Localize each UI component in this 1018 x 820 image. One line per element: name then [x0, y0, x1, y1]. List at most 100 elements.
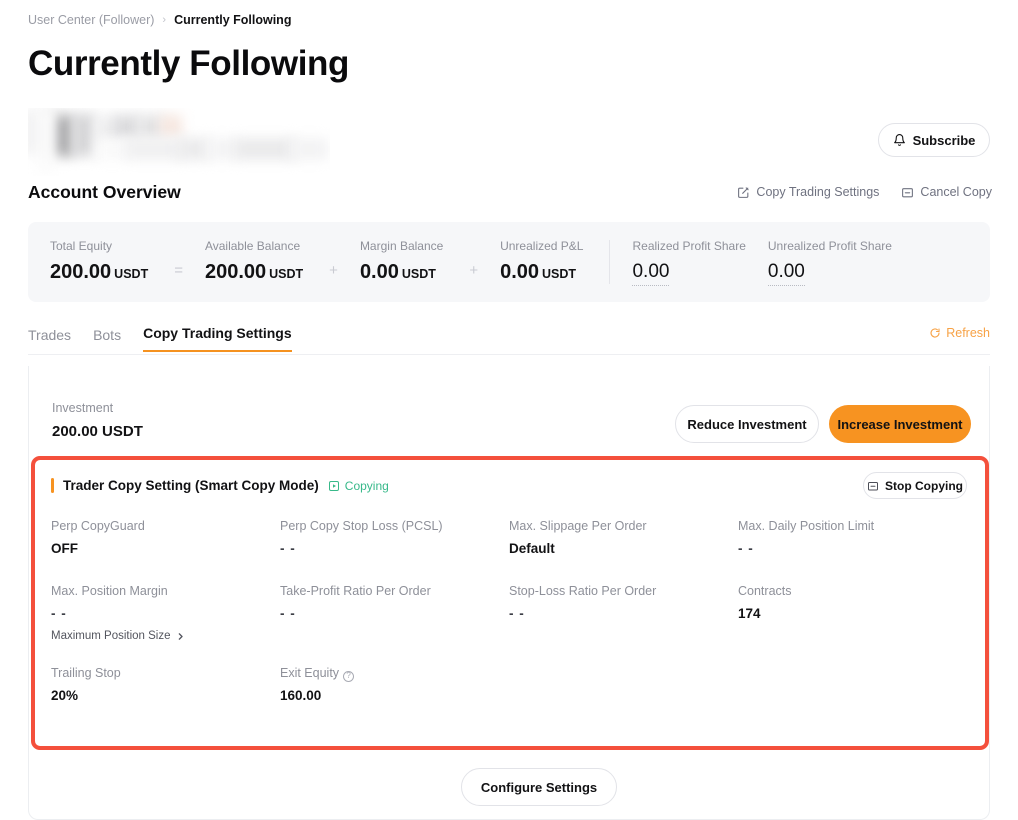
- field-value: - -: [280, 541, 296, 556]
- field-label: Perp CopyGuard: [51, 519, 145, 533]
- stat-value: 200.00 USDT: [205, 260, 303, 286]
- breadcrumb-parent[interactable]: User Center (Follower): [28, 13, 155, 27]
- refresh-button[interactable]: Refresh: [929, 326, 990, 340]
- field-contracts: Contracts 174: [738, 583, 967, 644]
- refresh-label: Refresh: [946, 326, 990, 340]
- tab-bar: Trades Bots Copy Trading Settings: [28, 324, 292, 352]
- reduce-investment-button[interactable]: Reduce Investment: [675, 405, 819, 443]
- settings-row-1: Perp CopyGuard OFF Perp Copy Stop Loss (…: [51, 518, 967, 558]
- stat-unrealized-profit-share: Unrealized Profit Share 0.00: [746, 238, 892, 286]
- breadcrumb-current: Currently Following: [174, 13, 292, 27]
- stat-number: 200.00: [50, 261, 112, 283]
- stat-realized-profit-share: Realized Profit Share 0.00: [610, 238, 746, 286]
- accent-bar: [51, 478, 54, 493]
- stats-divider: [609, 240, 611, 284]
- stop-copying-button[interactable]: Stop Copying: [863, 472, 967, 499]
- minus-square-icon: [867, 480, 879, 492]
- field-value: - -: [738, 541, 754, 556]
- page-title: Currently Following: [28, 44, 350, 83]
- account-overview-actions: Copy Trading Settings Cancel Copy: [737, 185, 992, 199]
- field-label: Exit Equity?: [280, 665, 509, 682]
- copy-trading-settings-action[interactable]: Copy Trading Settings: [737, 185, 879, 199]
- trader-copy-setting-title: Trader Copy Setting (Smart Copy Mode): [63, 478, 319, 493]
- field-stop-loss-ratio-per-order: Stop-Loss Ratio Per Order - -: [509, 583, 738, 644]
- play-square-icon: [328, 480, 340, 492]
- stat-number: 0.00: [500, 261, 540, 283]
- field-value: - -: [280, 606, 296, 621]
- investment-label: Investment: [52, 401, 114, 415]
- field-empty-2: [738, 665, 967, 705]
- maximum-position-size-link[interactable]: Maximum Position Size: [51, 630, 185, 642]
- account-overview-title: Account Overview: [28, 182, 181, 202]
- field-value: OFF: [51, 541, 78, 556]
- configure-settings-button[interactable]: Configure Settings: [461, 768, 617, 806]
- investment-value: 200.00 USDT: [52, 423, 143, 440]
- field-max-position-margin: Max. Position Margin - - Maximum Positio…: [51, 583, 280, 644]
- stat-label: Unrealized P&L: [500, 239, 584, 253]
- field-perp-copyguard: Perp CopyGuard OFF: [51, 518, 280, 558]
- stat-number[interactable]: 0.00: [767, 260, 805, 286]
- tab-bots[interactable]: Bots: [93, 327, 122, 343]
- breadcrumb: User Center (Follower) › Currently Follo…: [28, 12, 291, 28]
- stat-label: Unrealized Profit Share: [767, 239, 892, 253]
- field-value: - -: [51, 606, 67, 621]
- settings-field-grid: Perp CopyGuard OFF Perp Copy Stop Loss (…: [51, 518, 967, 705]
- stat-available-balance: Available Balance 200.00 USDT: [183, 238, 303, 286]
- bell-icon: [893, 133, 906, 147]
- row-spacer: [51, 558, 967, 583]
- stat-value: 0.00: [632, 260, 745, 286]
- stat-unit: USDT: [114, 267, 149, 281]
- stat-number: 0.00: [359, 261, 399, 283]
- stat-number: 200.00: [204, 261, 267, 283]
- field-perp-copy-stop-loss: Perp Copy Stop Loss (PCSL) - -: [280, 518, 509, 558]
- field-value: 160.00: [280, 688, 322, 703]
- field-value: - -: [509, 606, 525, 621]
- exit-equity-label: Exit Equity: [280, 666, 340, 680]
- field-label: Max. Daily Position Limit: [738, 519, 875, 533]
- stat-unit: USDT: [401, 267, 436, 281]
- stat-number[interactable]: 0.00: [632, 260, 670, 286]
- breadcrumb-separator-icon: ›: [162, 14, 167, 26]
- tab-trades[interactable]: Trades: [28, 327, 72, 343]
- edit-square-icon: [737, 186, 750, 199]
- stat-value: 0.00 USDT: [360, 260, 443, 286]
- field-trailing-stop: Trailing Stop 20%: [51, 665, 280, 705]
- field-max-slippage-per-order: Max. Slippage Per Order Default: [509, 518, 738, 558]
- stat-value: 0.00 USDT: [500, 260, 583, 286]
- stat-margin-balance: Margin Balance 0.00 USDT: [338, 238, 443, 286]
- stat-value: 0.00: [767, 260, 892, 286]
- stat-unit: USDT: [269, 267, 304, 281]
- tab-bar-divider: [28, 354, 990, 355]
- copy-trading-settings-action-label: Copy Trading Settings: [756, 185, 880, 199]
- subscribe-label: Subscribe: [912, 132, 976, 148]
- operator-plus-2: +: [469, 261, 479, 279]
- operator-equals: =: [174, 261, 183, 279]
- field-take-profit-ratio-per-order: Take-Profit Ratio Per Order - -: [280, 583, 509, 644]
- stat-label: Realized Profit Share: [632, 239, 746, 253]
- field-label: Perp Copy Stop Loss (PCSL): [280, 519, 443, 533]
- minus-square-icon: [901, 186, 914, 199]
- maximum-position-size-label: Maximum Position Size: [51, 630, 171, 642]
- increase-investment-button[interactable]: Increase Investment: [829, 405, 971, 443]
- stop-copying-label: Stop Copying: [885, 478, 963, 493]
- trader-profile-blurred-banner: [28, 108, 330, 176]
- copying-status-badge: Copying: [328, 479, 389, 493]
- stat-label: Total Equity: [50, 239, 113, 253]
- refresh-icon: [929, 327, 941, 339]
- tab-copy-trading-settings[interactable]: Copy Trading Settings: [143, 324, 292, 352]
- field-value: 20%: [51, 688, 79, 703]
- question-circle-icon[interactable]: ?: [343, 670, 355, 682]
- stat-value: 200.00 USDT: [50, 260, 148, 286]
- stat-total-equity: Total Equity 200.00 USDT: [28, 238, 148, 286]
- subscribe-button[interactable]: Subscribe: [878, 123, 990, 157]
- copying-status-label: Copying: [344, 478, 389, 493]
- field-label: Trailing Stop: [51, 666, 121, 680]
- account-stats-strip: Total Equity 200.00 USDT = Available Bala…: [28, 222, 990, 302]
- field-value: Default: [509, 541, 555, 556]
- stat-unrealized-pnl: Unrealized P&L 0.00 USDT: [478, 238, 583, 286]
- settings-row-3: Trailing Stop 20% Exit Equity? 160.00: [51, 665, 967, 705]
- field-label: Take-Profit Ratio Per Order: [280, 584, 431, 598]
- copy-trading-settings-card: Investment 200.00 USDT Reduce Investment…: [28, 366, 990, 820]
- cancel-copy-action[interactable]: Cancel Copy: [901, 185, 992, 199]
